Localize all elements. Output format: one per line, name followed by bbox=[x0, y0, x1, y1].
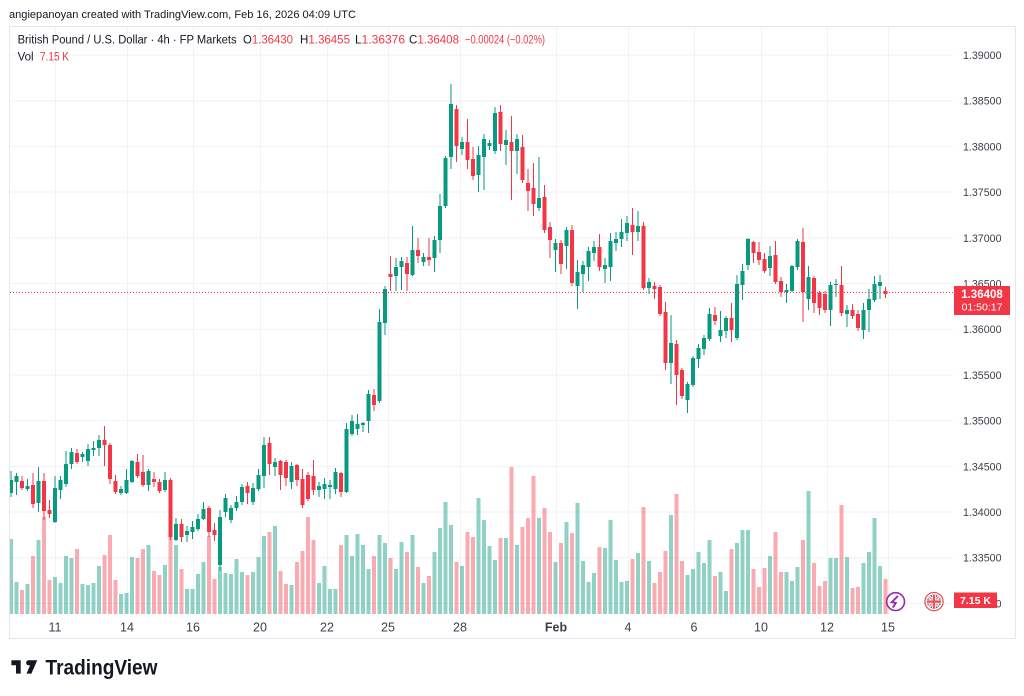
svg-text:10: 10 bbox=[754, 621, 768, 635]
svg-text:7.15 K: 7.15 K bbox=[40, 52, 69, 64]
svg-text:25: 25 bbox=[381, 621, 395, 635]
svg-text:15: 15 bbox=[881, 621, 895, 635]
svg-text:1.35500: 1.35500 bbox=[963, 370, 1002, 382]
svg-text:1.37500: 1.37500 bbox=[963, 187, 1002, 199]
svg-text:1.37000: 1.37000 bbox=[963, 233, 1002, 245]
svg-text:O1.36430: O1.36430 bbox=[243, 35, 293, 47]
svg-text:6: 6 bbox=[691, 621, 698, 635]
svg-text:1.34500: 1.34500 bbox=[963, 461, 1002, 473]
svg-text:01:50:17: 01:50:17 bbox=[962, 302, 1003, 314]
svg-text:C1.36408: C1.36408 bbox=[409, 35, 459, 47]
svg-text:−0.00024 (−0.02%): −0.00024 (−0.02%) bbox=[465, 35, 545, 47]
svg-text:20: 20 bbox=[253, 621, 267, 635]
svg-text:11: 11 bbox=[49, 621, 62, 635]
svg-text:L1.36376: L1.36376 bbox=[355, 35, 405, 47]
svg-text:angiepanoyan created with Trad: angiepanoyan created with TradingView.co… bbox=[9, 9, 356, 21]
svg-text:TradingView: TradingView bbox=[46, 657, 159, 680]
svg-text:12: 12 bbox=[820, 621, 834, 635]
svg-text:7.15 K: 7.15 K bbox=[960, 595, 991, 607]
svg-text:22: 22 bbox=[320, 621, 334, 635]
svg-text:1.38500: 1.38500 bbox=[963, 96, 1002, 108]
svg-text:1.38000: 1.38000 bbox=[963, 141, 1002, 153]
svg-text:British Pound / U.S. Dollar ·: British Pound / U.S. Dollar · 4h · FP Ma… bbox=[18, 35, 237, 47]
svg-text:1.39000: 1.39000 bbox=[963, 50, 1002, 62]
svg-text:28: 28 bbox=[453, 621, 467, 635]
svg-text:1.35000: 1.35000 bbox=[963, 416, 1002, 428]
svg-text:1.33500: 1.33500 bbox=[963, 553, 1002, 565]
svg-text:4: 4 bbox=[625, 621, 632, 635]
svg-text:14: 14 bbox=[120, 621, 134, 635]
svg-text:Vol: Vol bbox=[18, 52, 34, 64]
svg-text:1.36000: 1.36000 bbox=[963, 324, 1002, 336]
svg-text:16: 16 bbox=[186, 621, 200, 635]
svg-text:H1.36455: H1.36455 bbox=[300, 35, 350, 47]
svg-text:1.36408: 1.36408 bbox=[961, 289, 1003, 301]
svg-text:1.34000: 1.34000 bbox=[963, 507, 1002, 519]
svg-text:Feb: Feb bbox=[545, 621, 568, 635]
